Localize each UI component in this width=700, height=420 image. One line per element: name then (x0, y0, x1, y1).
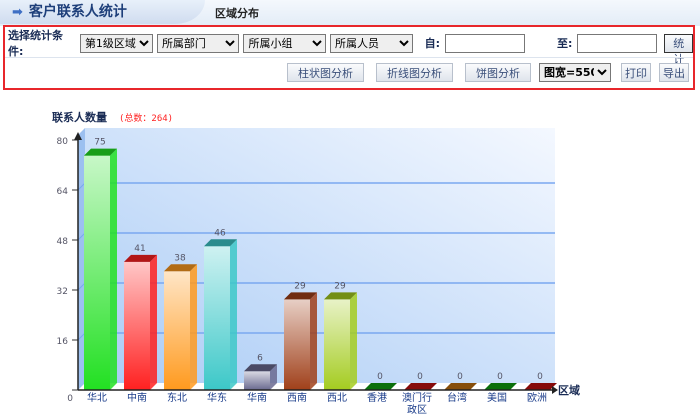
line-chart-button[interactable]: 折线图分析 (376, 63, 453, 82)
print-button[interactable]: 打印 (621, 63, 651, 82)
arrow-right-icon: ➡ (12, 5, 23, 20)
data-label: 29 (334, 281, 346, 291)
plot-side-wall (78, 128, 85, 390)
y-tick-label: 48 (57, 237, 69, 247)
data-label: 0 (417, 372, 423, 382)
x-tick-label: 美国 (487, 391, 507, 404)
x-tick-label: 西南 (287, 391, 307, 404)
bar-top (324, 292, 357, 300)
data-label: 29 (294, 281, 306, 291)
level-select[interactable]: 第1级区域 (79, 33, 153, 53)
bar-top (284, 292, 317, 300)
y-axis-arrow-icon (74, 132, 82, 140)
to-label: 至: (556, 37, 573, 50)
data-label: 0 (377, 372, 383, 382)
data-label: 38 (174, 253, 186, 263)
x-tick-label: 香港 (367, 392, 387, 404)
bar-chart-button[interactable]: 柱状图分析 (287, 63, 364, 82)
bar-highlight (124, 261, 150, 390)
group-select[interactable]: 所属小组 (243, 33, 327, 53)
filter-panel: 选择统计条件: 第1级区域 所属部门 所属小组 所属人员 自: 至: 统计 柱状… (3, 25, 695, 90)
bar-top (524, 383, 557, 390)
bar-chart: 联系人数量 (总数：264) 0 16 32 48 64 80 75 华北 41 中南 38 东北 46… (52, 110, 580, 416)
bar-top (204, 239, 237, 247)
pie-chart-button[interactable]: 饼图分析 (465, 63, 531, 82)
x-tick-label: 欧洲 (527, 392, 547, 404)
y-tick-label: 80 (57, 137, 69, 147)
bar-top (84, 148, 117, 156)
bar-top (404, 383, 437, 390)
gridline (77, 232, 86, 241)
y-tick-label: 0 (67, 394, 73, 404)
gridline (77, 182, 86, 191)
chart-width-select[interactable]: 图宽=550 (539, 63, 611, 82)
bar-top (244, 364, 277, 372)
divider (5, 57, 693, 58)
bar-top (484, 383, 517, 390)
bar-top (444, 383, 477, 390)
bar-highlight (244, 371, 270, 390)
y-tick-label: 32 (57, 287, 68, 297)
x-tick-label: 东北 (167, 391, 187, 404)
bar-top (364, 383, 397, 390)
chart-total: (总数：264) (119, 112, 173, 124)
to-date-input[interactable] (577, 33, 658, 53)
bar-side (350, 292, 357, 390)
chart-title: 联系人数量 (52, 110, 107, 124)
bar-top (124, 254, 157, 262)
gridline (77, 332, 86, 341)
x-tick-label: 华北 (87, 391, 107, 404)
data-label: 0 (537, 372, 543, 382)
from-label: 自: (424, 37, 440, 50)
stat-button[interactable]: 统计 (664, 33, 693, 66)
bar-highlight (204, 246, 230, 390)
data-label: 46 (214, 228, 226, 238)
y-tick-label: 16 (57, 337, 69, 347)
from-date-input[interactable] (444, 33, 525, 53)
gridline (77, 282, 86, 291)
x-tick-label: 西北 (327, 392, 347, 404)
bar-side (150, 254, 157, 390)
x-tick-label: 政区 (407, 403, 427, 416)
data-label: 0 (457, 372, 463, 382)
x-tick-label: 华南 (247, 391, 267, 404)
tab-region-distribution[interactable]: 区域分布 (215, 7, 259, 20)
department-select[interactable]: 所属部门 (156, 33, 240, 53)
data-label: 41 (134, 244, 145, 254)
y-tick-label: 64 (57, 187, 69, 197)
data-label: 75 (94, 138, 105, 148)
person-select[interactable]: 所属人员 (330, 33, 413, 53)
plot-background (85, 128, 555, 383)
x-tick-label: 台湾 (447, 391, 467, 404)
bar-side (230, 239, 237, 390)
header-bar: ➡ 客户联系人统计 区域分布 (0, 0, 700, 26)
bar-top (164, 264, 197, 272)
x-tick-label: 澳门行 (402, 391, 432, 404)
module-title: 客户联系人统计 (28, 4, 127, 20)
x-axis-label: 区域 (558, 383, 580, 397)
bar-side (270, 364, 277, 390)
x-tick-label: 华东 (207, 391, 227, 404)
x-axis-arrow-icon (552, 386, 558, 394)
x-tick-label: 中南 (127, 391, 147, 404)
bar-highlight (84, 155, 110, 390)
bar-highlight (324, 299, 350, 390)
data-label: 6 (257, 353, 263, 363)
bar-highlight (164, 271, 190, 390)
bar-highlight (284, 299, 310, 390)
export-button[interactable]: 导出 (659, 63, 689, 82)
bar-side (310, 292, 317, 390)
bar-side (110, 148, 117, 390)
module-title-tab: ➡ 客户联系人统计 (0, 0, 205, 24)
data-label: 0 (497, 372, 503, 382)
bar-side (190, 264, 197, 390)
filter-label: 选择统计条件: (8, 29, 63, 58)
